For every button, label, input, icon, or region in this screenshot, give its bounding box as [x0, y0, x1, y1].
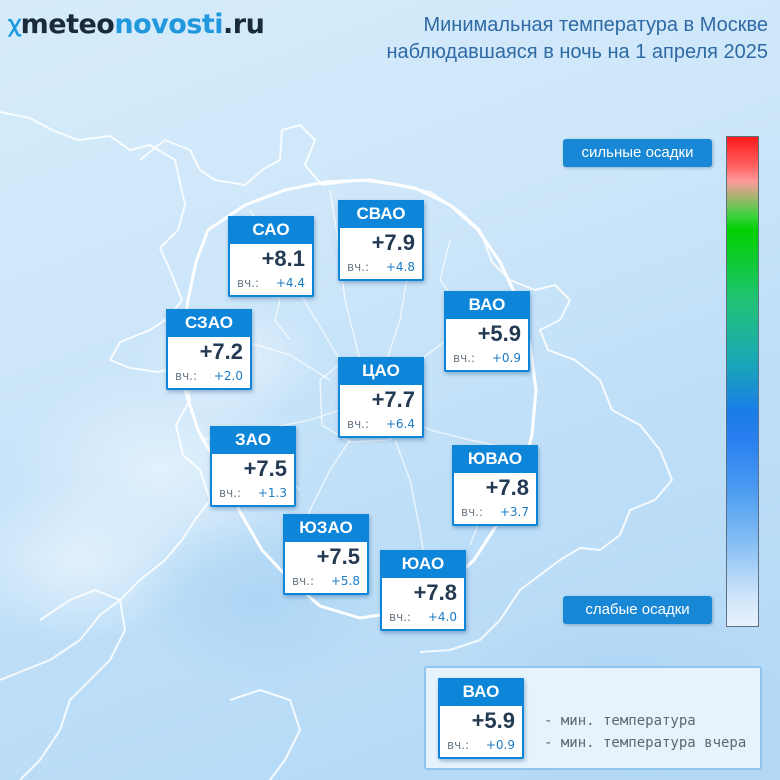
yesterday-temp: +4.0 — [427, 610, 457, 624]
district-name: ЗАО — [210, 426, 296, 454]
district-name: СВАО — [338, 200, 424, 228]
district-temp: +7.8 — [485, 475, 529, 500]
yesterday-temp: +0.9 — [491, 351, 521, 365]
district-name: ВАО — [438, 678, 524, 706]
district-card-tsao: ЦАО +7.7 вч.: +6.4 — [338, 357, 424, 438]
scale-label-weak: слабые осадки — [563, 596, 712, 624]
site-logo[interactable]: ꭓ meteo novosti .ru — [8, 8, 265, 42]
district-name: ЮЗАО — [283, 514, 369, 542]
yesterday-label: вч.: — [347, 417, 370, 431]
district-name: СЗАО — [166, 309, 252, 337]
legend-min-temp-yesterday-text: - мин. температура вчера — [544, 735, 747, 751]
logo-text-tld: .ru — [223, 9, 265, 40]
logo-text-novosti: novosti — [114, 9, 223, 40]
district-card-yuao: ЮАО +7.8 вч.: +4.0 — [380, 550, 466, 631]
district-name: ЮАО — [380, 550, 466, 578]
yesterday-temp: +1.3 — [257, 486, 287, 500]
district-temp: +5.9 — [477, 321, 521, 346]
logo-mark-icon: ꭓ — [8, 12, 20, 37]
region-border — [0, 111, 211, 681]
region-border — [229, 689, 301, 780]
yesterday-temp: +3.7 — [499, 505, 529, 519]
district-temp: +7.9 — [371, 230, 415, 255]
scale-label-strong: сильные осадки — [563, 139, 712, 167]
yesterday-label: вч.: — [461, 505, 484, 519]
district-temp: +7.2 — [199, 339, 243, 364]
yesterday-label: вч.: — [219, 486, 242, 500]
map-title-line2: наблюдавшаяся в ночь на 1 апреля 2025 — [386, 41, 768, 63]
district-card-svao: СВАО +7.9 вч.: +4.8 — [338, 200, 424, 281]
yesterday-temp: +5.8 — [330, 574, 360, 588]
yesterday-label: вч.: — [453, 351, 476, 365]
district-name: ВАО — [444, 291, 530, 319]
district-temp: +5.9 — [471, 708, 515, 733]
map-title-line1: Минимальная температура в Москве — [423, 14, 768, 36]
yesterday-temp: +2.0 — [213, 369, 243, 383]
district-temp: +7.8 — [413, 580, 457, 605]
region-border — [139, 124, 673, 653]
district-card-yuzao: ЮЗАО +7.5 вч.: +5.8 — [283, 514, 369, 595]
district-card-szao: СЗАО +7.2 вч.: +2.0 — [166, 309, 252, 390]
precipitation-color-scale — [726, 136, 759, 627]
moscow-boundary — [180, 178, 538, 620]
yesterday-label: вч.: — [447, 738, 470, 752]
district-card-sao: САО +8.1 вч.: +4.4 — [228, 216, 314, 297]
yesterday-label: вч.: — [389, 610, 412, 624]
district-card-yuvao: ЮВАО +7.8 вч.: +3.7 — [452, 445, 538, 526]
district-name: САО — [228, 216, 314, 244]
district-temp: +7.5 — [316, 544, 360, 569]
district-name: ЦАО — [338, 357, 424, 385]
district-temp: +7.7 — [371, 387, 415, 412]
legend: ВАО +5.9 вч.: +0.9 - мин. температура - м… — [424, 666, 762, 770]
district-card-zao: ЗАО +7.5 вч.: +1.3 — [210, 426, 296, 507]
yesterday-temp: +0.9 — [485, 738, 515, 752]
yesterday-label: вч.: — [292, 574, 315, 588]
yesterday-label: вч.: — [237, 276, 260, 290]
yesterday-temp: +4.4 — [275, 276, 305, 290]
yesterday-label: вч.: — [175, 369, 198, 383]
district-temp: +7.5 — [243, 456, 287, 481]
district-temp: +8.1 — [261, 246, 305, 271]
yesterday-temp: +4.8 — [385, 260, 415, 274]
logo-text-meteo: meteo — [20, 9, 115, 40]
district-card-vao: ВАО +5.9 вч.: +0.9 — [444, 291, 530, 372]
yesterday-temp: +6.4 — [385, 417, 415, 431]
region-border — [19, 589, 126, 780]
district-name: ЮВАО — [452, 445, 538, 473]
map-title: Минимальная температура в Москве наблюда… — [328, 12, 768, 66]
yesterday-label: вч.: — [347, 260, 370, 274]
legend-min-temp-text: - мин. температура — [544, 713, 696, 729]
legend-sample-card: ВАО +5.9 вч.: +0.9 — [438, 678, 524, 759]
